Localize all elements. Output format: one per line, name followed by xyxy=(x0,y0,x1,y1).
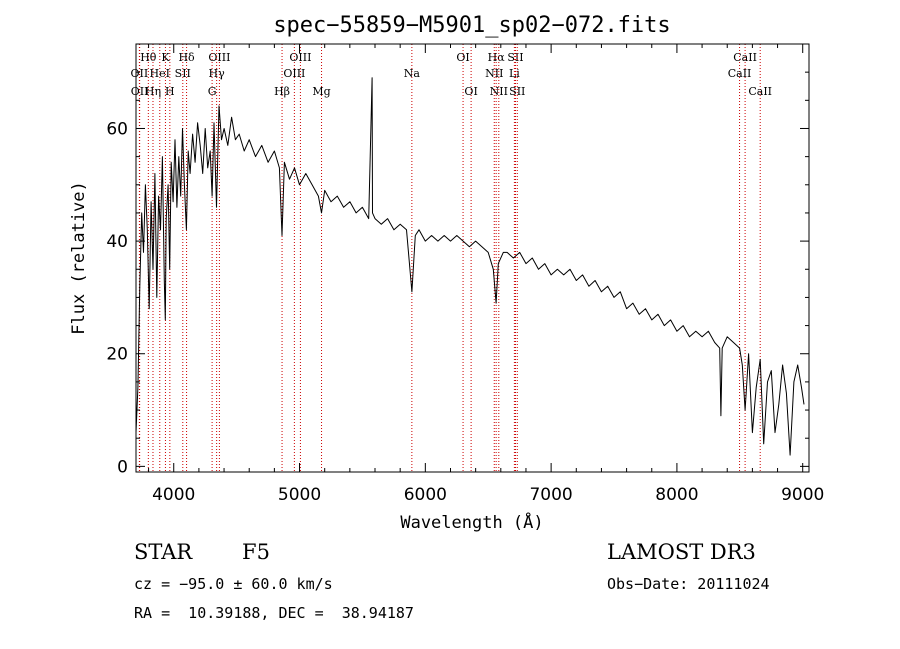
line-label-27: CaII xyxy=(748,85,772,98)
line-label-15: Mg xyxy=(312,85,330,98)
line-label-6: H xyxy=(165,85,175,98)
object-class: STAR xyxy=(134,540,193,564)
line-label-4: Hη xyxy=(145,85,161,98)
survey-name: LAMOST DR3 xyxy=(607,540,756,564)
x-axis: 4000 5000 6000 7000 8000 9000 xyxy=(148,44,824,505)
observation-date: Obs−Date: 20111024 xyxy=(607,575,770,593)
line-label-25: CaII xyxy=(733,51,757,64)
x-axis-label: Wavelength (Å) xyxy=(400,511,543,533)
coordinates-text: RA = 10.39188, DEC = 38.94187 xyxy=(134,604,414,622)
line-label-19: Hα xyxy=(488,51,506,64)
line-label-21: NII xyxy=(485,67,503,80)
line-label-24: SII xyxy=(509,85,525,98)
line-label-20: SII xyxy=(507,51,523,64)
x-tick-label: 6000 xyxy=(404,485,447,505)
y-tick-label: 0 xyxy=(117,457,128,477)
line-label-13: OIII xyxy=(289,51,311,64)
x-tick-label: 5000 xyxy=(278,485,321,505)
y-tick-label: 20 xyxy=(106,345,128,365)
y-tick-label: 60 xyxy=(106,119,128,139)
x-tick-label: 7000 xyxy=(529,485,572,505)
x-tick-label: 8000 xyxy=(655,485,698,505)
line-label-14: OIII xyxy=(283,67,305,80)
line-label-3: HeI xyxy=(150,67,170,80)
line-label-26: CaII xyxy=(728,67,752,80)
chart-title: spec−55859−M5901_sp02−072.fits xyxy=(273,13,670,38)
line-label-8: Hδ xyxy=(178,51,195,64)
line-label-1: OII xyxy=(131,67,149,80)
line-label-22: Li xyxy=(509,67,520,80)
line-label-18: OI xyxy=(464,85,477,98)
line-label-17: OI xyxy=(456,51,469,64)
line-label-5: K xyxy=(161,51,170,64)
line-label-23: NII xyxy=(490,85,508,98)
line-label-2: OII xyxy=(131,85,149,98)
plot-frame xyxy=(135,43,810,473)
spectrum-line xyxy=(135,77,805,456)
spectrum-series xyxy=(135,77,805,456)
subclass: F5 xyxy=(242,540,270,564)
line-label-10: Hγ xyxy=(209,67,226,80)
y-tick-label: 40 xyxy=(106,232,128,252)
line-label-9: OIII xyxy=(208,51,230,64)
x-tick-label: 4000 xyxy=(152,485,195,505)
redshift-text: cz = −95.0 ± 60.0 km/s xyxy=(134,575,333,593)
line-label-7: SII xyxy=(175,67,191,80)
line-label-11: G xyxy=(208,85,217,98)
line-label-16: Na xyxy=(404,67,421,80)
y-axis-label: Flux (relative) xyxy=(69,181,89,335)
x-tick-label: 9000 xyxy=(781,485,824,505)
line-label-0: Hθ xyxy=(140,51,157,64)
y-axis: 0 20 40 60 xyxy=(106,43,809,477)
line-label-12: Hβ xyxy=(274,85,290,98)
